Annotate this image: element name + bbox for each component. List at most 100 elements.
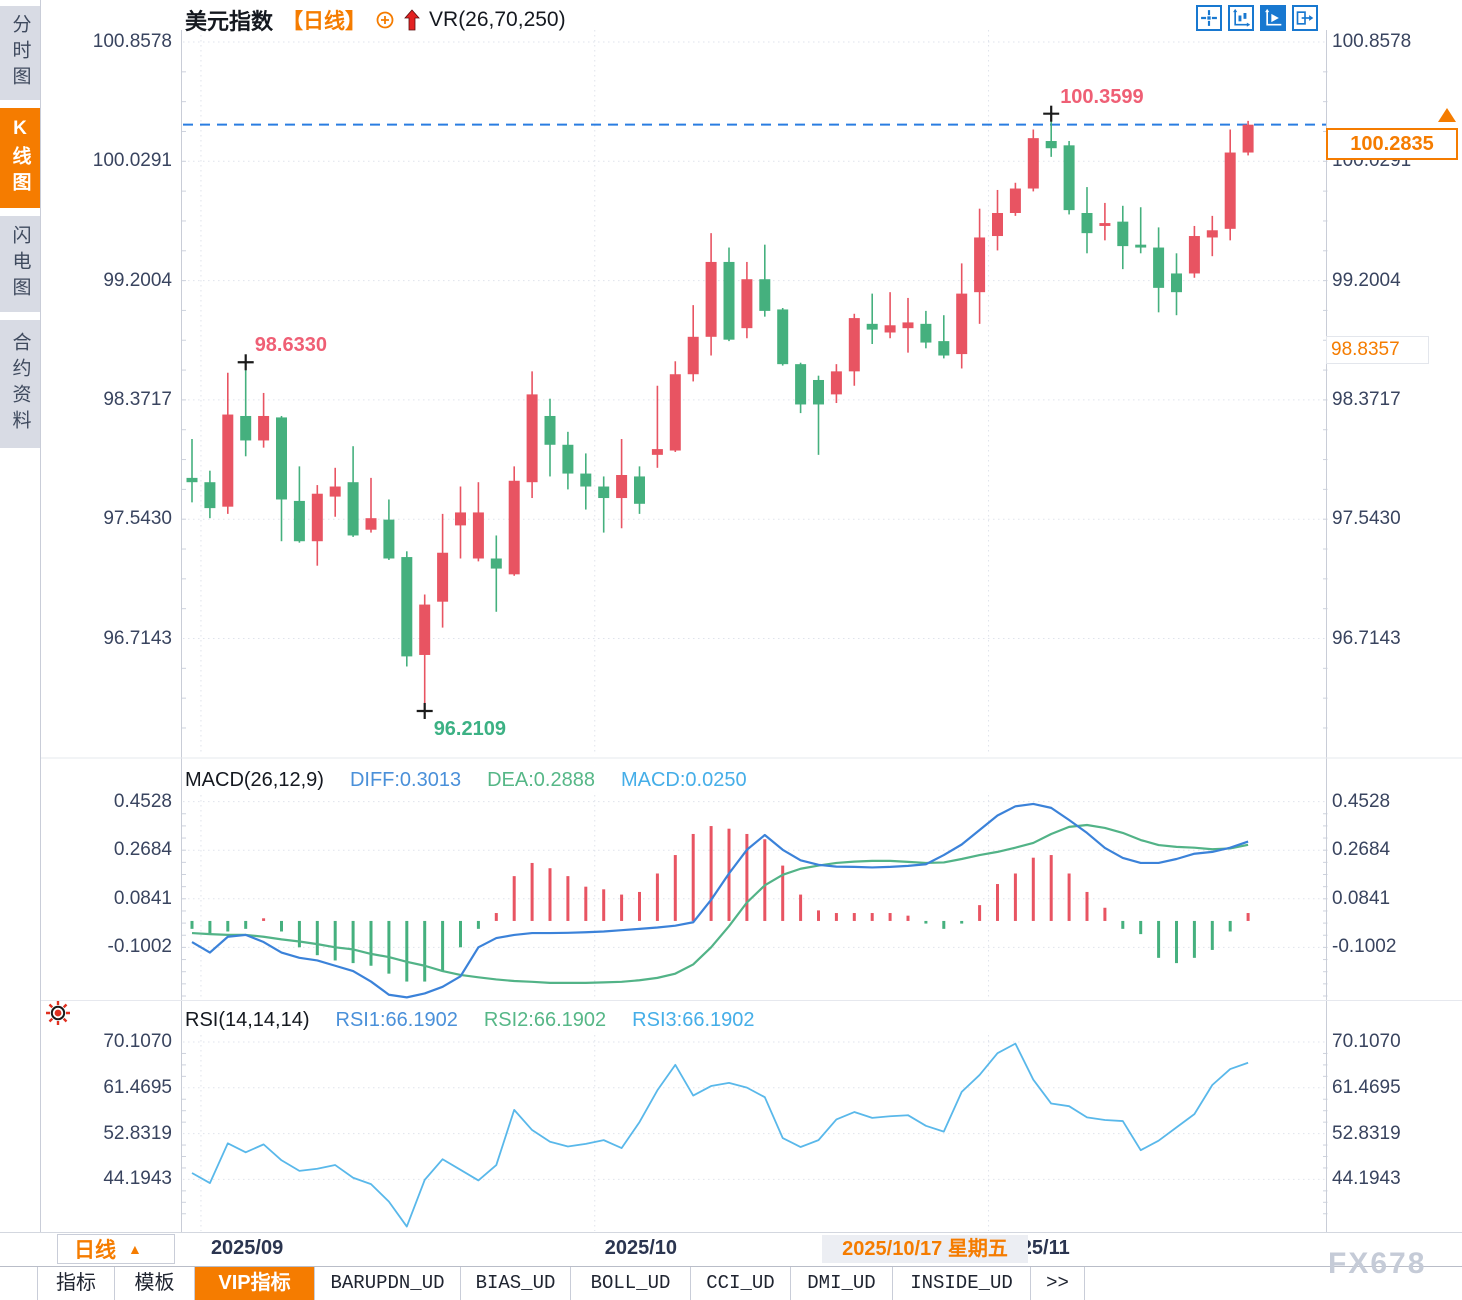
- y-axis-label: 96.7143: [103, 627, 172, 649]
- candle-body: [1027, 138, 1039, 189]
- sidebar-item-2[interactable]: K线图: [0, 108, 40, 208]
- tab-[interactable]: 模板: [115, 1267, 195, 1300]
- interval-label[interactable]: 【日线】: [282, 10, 367, 33]
- candle-body: [383, 519, 395, 559]
- tab-vip[interactable]: VIP指标: [195, 1267, 315, 1300]
- y-axis-label: 0.2684: [113, 839, 172, 861]
- candle-body: [311, 493, 323, 542]
- y-axis-label: 100.0291: [92, 150, 172, 172]
- candle-body: [240, 415, 252, 441]
- candle-body: [562, 444, 574, 474]
- x-axis-label: 2025/10: [604, 1237, 678, 1259]
- y-axis-label: 52.8319: [1332, 1122, 1401, 1144]
- sidebar-item-1[interactable]: 分时图: [0, 6, 40, 100]
- period-selector[interactable]: 日线 ▲: [57, 1234, 175, 1264]
- candle-body: [1099, 223, 1111, 226]
- macd-histogram-bar: [942, 920, 946, 929]
- y-axis-label: 0.0841: [113, 887, 172, 909]
- period-label: 日线: [74, 1239, 116, 1262]
- macd-histogram-bar: [1067, 873, 1071, 921]
- crosshair-icon[interactable]: [1196, 5, 1222, 31]
- candle-body: [508, 480, 520, 575]
- y-axis-label: -0.1002: [107, 936, 172, 958]
- candle-body: [992, 212, 1003, 237]
- macd-histogram-bar: [459, 920, 462, 948]
- indicator-tab-bar: 指标 模板 VIP指标 BARUPDN_UD BIAS_UD BOLL_UD CCI_UD D…: [0, 1266, 1462, 1300]
- dea-line: [191, 823, 1249, 984]
- candle-body: [347, 482, 359, 536]
- candle-body: [669, 374, 681, 451]
- tab-inside_ud[interactable]: INSIDE_UD: [893, 1267, 1031, 1300]
- tab-[interactable]: >>: [1031, 1267, 1085, 1300]
- macd-histogram-bar: [1139, 920, 1143, 935]
- sidebar-item-4[interactable]: 合约资料: [0, 320, 40, 448]
- pan-right-icon[interactable]: [1292, 5, 1318, 31]
- candle-body: [526, 394, 538, 483]
- macd-histogram-bar: [1210, 920, 1214, 950]
- tab-bias_ud[interactable]: BIAS_UD: [461, 1267, 571, 1300]
- rsi-line: [191, 1042, 1249, 1228]
- candle-body: [884, 325, 896, 333]
- macd-histogram-bar: [387, 920, 391, 974]
- macd-histogram-bar: [781, 865, 785, 921]
- candle-body: [437, 552, 449, 602]
- macd-histogram-bar: [351, 920, 355, 964]
- macd-histogram-bar: [226, 920, 230, 932]
- tab-barupdn_ud[interactable]: BARUPDN_UD: [315, 1267, 461, 1300]
- y-axis-label: 0.4528: [1332, 790, 1391, 812]
- macd-histogram-bar: [620, 894, 624, 921]
- y-axis-label: 98.3717: [103, 388, 172, 410]
- circle-plus-icon[interactable]: [375, 10, 395, 30]
- y-axis-label: 44.1943: [1332, 1168, 1401, 1190]
- macd-histogram-bar: [369, 920, 373, 966]
- macd-histogram-bar: [1157, 920, 1161, 958]
- axis-scale-icon[interactable]: [1228, 5, 1254, 31]
- macd-histogram-bar: [960, 920, 964, 924]
- tab-boll_ud[interactable]: BOLL_UD: [571, 1267, 691, 1300]
- candle-body: [830, 371, 842, 395]
- y-axis-label: 61.4695: [1332, 1076, 1401, 1098]
- axis-pointer-icon[interactable]: [1260, 5, 1286, 31]
- macd-histogram-bar: [262, 918, 266, 921]
- candle-body: [723, 261, 735, 340]
- macd-histogram-bar: [566, 876, 570, 921]
- macd-hist-value: MACD:0.0250: [620, 768, 747, 791]
- macd-histogram-bar: [441, 920, 445, 972]
- y-axis-label: 100.8578: [92, 31, 172, 52]
- candle-body: [1224, 152, 1236, 229]
- candle-body: [1081, 212, 1093, 234]
- indicator-settings-icon[interactable]: [44, 999, 72, 1032]
- candle-body: [293, 500, 305, 542]
- tab-dmi_ud[interactable]: DMI_UD: [791, 1267, 893, 1300]
- tab-[interactable]: 指标: [38, 1267, 115, 1300]
- sidebar-item-3[interactable]: 闪电图: [0, 216, 40, 312]
- candle-body: [490, 558, 502, 569]
- candle-body: [204, 482, 216, 509]
- candle-body: [1135, 244, 1147, 248]
- y-axis-label: 97.5430: [103, 508, 172, 530]
- sidebar: 分时图 K线图闪电图合约资料: [0, 0, 41, 1232]
- overlay-indicator-label[interactable]: VR(26,70,250): [429, 8, 566, 31]
- macd-histogram-bar: [1085, 891, 1089, 921]
- macd-histogram-bar: [1103, 907, 1107, 921]
- candle-body: [705, 261, 717, 337]
- macd-histogram-bar: [638, 891, 641, 921]
- rsi3-value: RSI3:66.1902: [632, 1008, 755, 1031]
- macd-histogram-bar: [208, 920, 212, 935]
- y-axis-label: 44.1943: [103, 1168, 172, 1190]
- y-axis-label: 100.8578: [1332, 31, 1412, 52]
- high-price-annotation: 98.6330: [254, 334, 327, 357]
- y-axis-label: 0.2684: [1332, 839, 1391, 861]
- candle-body: [634, 476, 645, 504]
- y-axis-label: 70.1070: [1332, 1031, 1401, 1052]
- macd-histogram-bar: [494, 913, 498, 921]
- macd-histogram-bar: [924, 920, 928, 924]
- candle-body: [741, 279, 753, 329]
- rsi-title: RSI(14,14,14): [185, 1008, 310, 1031]
- candle-body: [598, 486, 610, 499]
- macd-header: MACD(26,12,9) DIFF:0.3013 DEA:0.2888 MAC…: [185, 768, 747, 792]
- tab-cci_ud[interactable]: CCI_UD: [691, 1267, 791, 1300]
- macd-histogram-bar: [888, 913, 892, 921]
- price-level-tag: 98.8357: [1326, 336, 1429, 365]
